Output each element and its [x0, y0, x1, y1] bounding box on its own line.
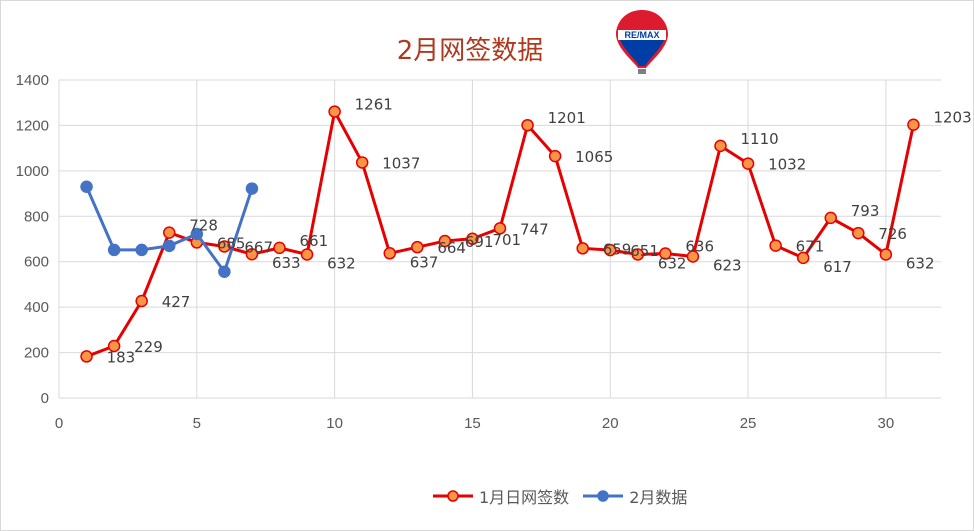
- data-label: 671: [796, 238, 825, 256]
- x-tick-label: 5: [193, 415, 201, 432]
- data-label: 1261: [355, 96, 393, 114]
- data-point-0: [604, 243, 617, 257]
- data-point-1: [218, 265, 231, 278]
- legend: 1月日网签数 2月数据: [433, 484, 701, 508]
- legend-swatch-february: [583, 490, 624, 502]
- x-tick-label: 15: [464, 415, 481, 432]
- logo-text: RE/MAX: [624, 30, 659, 40]
- data-label: 664: [437, 239, 466, 257]
- y-tick-label: 200: [24, 345, 49, 362]
- data-label: 623: [713, 256, 742, 274]
- data-label: 685: [217, 234, 246, 252]
- data-point-0: [714, 139, 727, 153]
- data-point-0: [383, 247, 396, 260]
- data-label: 636: [685, 238, 714, 256]
- data-point-1: [190, 227, 204, 241]
- x-tick-label: 25: [740, 415, 757, 432]
- data-point-0: [163, 226, 176, 239]
- data-point-1: [80, 180, 93, 194]
- y-tick-label: 800: [24, 208, 49, 225]
- data-label: 728: [189, 217, 218, 235]
- data-label: 633: [272, 254, 301, 272]
- data-label: 651: [630, 242, 659, 260]
- data-point-0: [107, 339, 121, 353]
- data-label: 637: [410, 253, 439, 271]
- data-label: 1065: [575, 148, 613, 166]
- legend-swatch-january: [433, 490, 473, 502]
- data-point-0: [852, 226, 865, 240]
- data-label: 667: [244, 238, 273, 256]
- chart-title: 2月网签数据: [396, 36, 544, 66]
- data-point-0: [631, 248, 645, 261]
- remax-balloon-logo: RE/MAX: [616, 10, 668, 74]
- data-point-0: [548, 149, 562, 163]
- data-point-0: [245, 247, 259, 261]
- data-point-1: [135, 243, 148, 257]
- data-point-0: [135, 294, 148, 308]
- data-point-0: [796, 251, 810, 265]
- data-point-0: [521, 118, 534, 132]
- data-label: 617: [823, 258, 852, 276]
- data-point-0: [273, 241, 286, 255]
- data-point-0: [411, 240, 424, 254]
- data-point-1: [163, 239, 176, 253]
- data-label: 632: [327, 254, 356, 272]
- data-label: 229: [134, 338, 163, 356]
- data-label: 726: [878, 225, 907, 243]
- data-label: 632: [906, 254, 935, 272]
- data-label: 1201: [548, 109, 586, 127]
- x-tick-label: 20: [602, 415, 619, 432]
- y-tick-label: 0: [41, 390, 49, 407]
- data-point-1: [245, 182, 259, 195]
- data-point-0: [576, 242, 589, 255]
- data-point-0: [438, 234, 452, 248]
- data-point-0: [659, 247, 672, 260]
- data-point-0: [741, 157, 755, 170]
- y-tick-label: 600: [24, 254, 49, 271]
- data-point-0: [824, 211, 837, 225]
- data-point-0: [466, 232, 479, 246]
- data-label: 183: [107, 348, 136, 366]
- y-tick-label: 1000: [16, 163, 49, 180]
- data-point-0: [328, 105, 341, 118]
- data-label: 1110: [741, 130, 779, 148]
- data-label: 747: [520, 220, 549, 238]
- legend-label-february: 2月数据: [629, 488, 688, 507]
- data-point-0: [80, 350, 93, 363]
- data-point-0: [493, 222, 507, 235]
- data-point-0: [300, 248, 314, 261]
- data-label: 1032: [768, 156, 806, 174]
- x-tick-label: 0: [55, 415, 63, 432]
- x-tick-label: 10: [326, 415, 343, 432]
- data-label: 661: [300, 232, 329, 250]
- data-point-0: [355, 156, 369, 169]
- data-point-1: [107, 243, 121, 257]
- y-tick-label: 400: [24, 299, 49, 316]
- data-point-0: [769, 239, 782, 252]
- data-label: 427: [162, 293, 191, 311]
- legend-item-january: 1月日网签数: [433, 484, 569, 508]
- data-label: 1203: [933, 109, 971, 127]
- data-label: 632: [658, 254, 687, 272]
- data-point-0: [218, 240, 231, 253]
- data-label: 793: [851, 202, 880, 220]
- data-label: 1037: [382, 154, 420, 172]
- legend-label-january: 1月日网签数: [479, 488, 570, 507]
- data-point-0: [907, 118, 920, 131]
- y-tick-label: 1200: [16, 117, 49, 134]
- x-tick-label: 30: [878, 415, 895, 432]
- y-tick-label: 1400: [16, 72, 49, 89]
- data-label: 659: [603, 240, 632, 258]
- data-label: 691: [465, 233, 494, 251]
- data-label: 701: [492, 231, 521, 249]
- data-point-0: [686, 250, 700, 263]
- legend-item-february: 2月数据: [583, 484, 687, 508]
- data-point-0: [879, 248, 893, 261]
